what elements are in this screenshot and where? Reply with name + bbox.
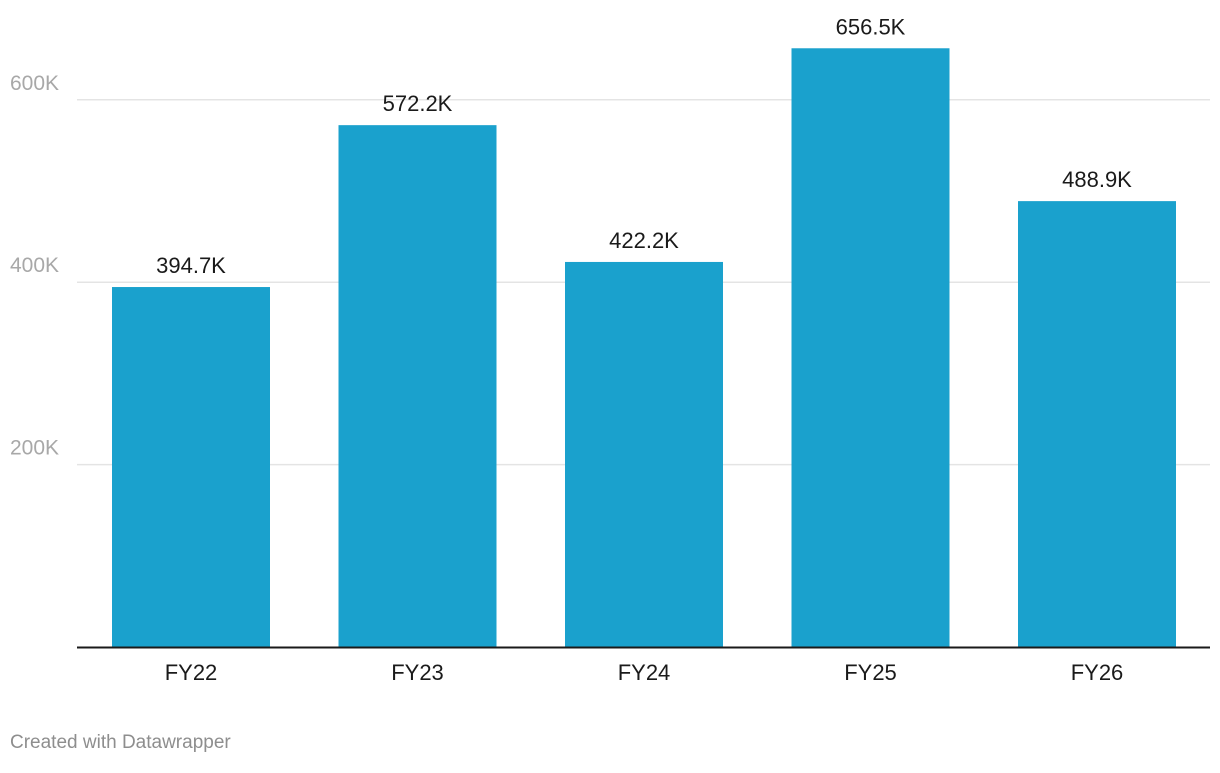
data-label: 422.2K: [609, 228, 679, 253]
data-label: 572.2K: [383, 91, 453, 116]
x-tick-label: FY26: [1071, 660, 1124, 685]
footer-credit: Created with Datawrapper: [10, 732, 231, 753]
bar-fy24: [565, 261, 723, 647]
x-tick-label: FY23: [391, 660, 444, 685]
y-tick-label: 600K: [10, 72, 59, 95]
bar-fy25: [791, 48, 950, 648]
bar-fy23: [338, 125, 497, 647]
data-label: 488.9K: [1062, 167, 1132, 192]
x-tick-label: FY22: [165, 660, 218, 685]
y-tick-label: 200K: [10, 437, 59, 460]
x-axis-tick-labels: FY22 FY23 FY24 FY25 FY26: [165, 660, 1124, 685]
y-tick-label: 400K: [10, 254, 59, 277]
bar-fy26: [1018, 201, 1176, 647]
data-label: 656.5K: [836, 14, 906, 39]
data-labels: 394.7K 572.2K 422.2K 656.5K 488.9K: [156, 14, 1132, 278]
bar-fy22: [112, 287, 270, 647]
data-label: 394.7K: [156, 253, 226, 278]
bars: [112, 48, 1176, 648]
x-tick-label: FY24: [618, 660, 671, 685]
x-tick-label: FY25: [844, 660, 897, 685]
y-axis-tick-labels: 200K 400K 600K: [10, 72, 59, 460]
